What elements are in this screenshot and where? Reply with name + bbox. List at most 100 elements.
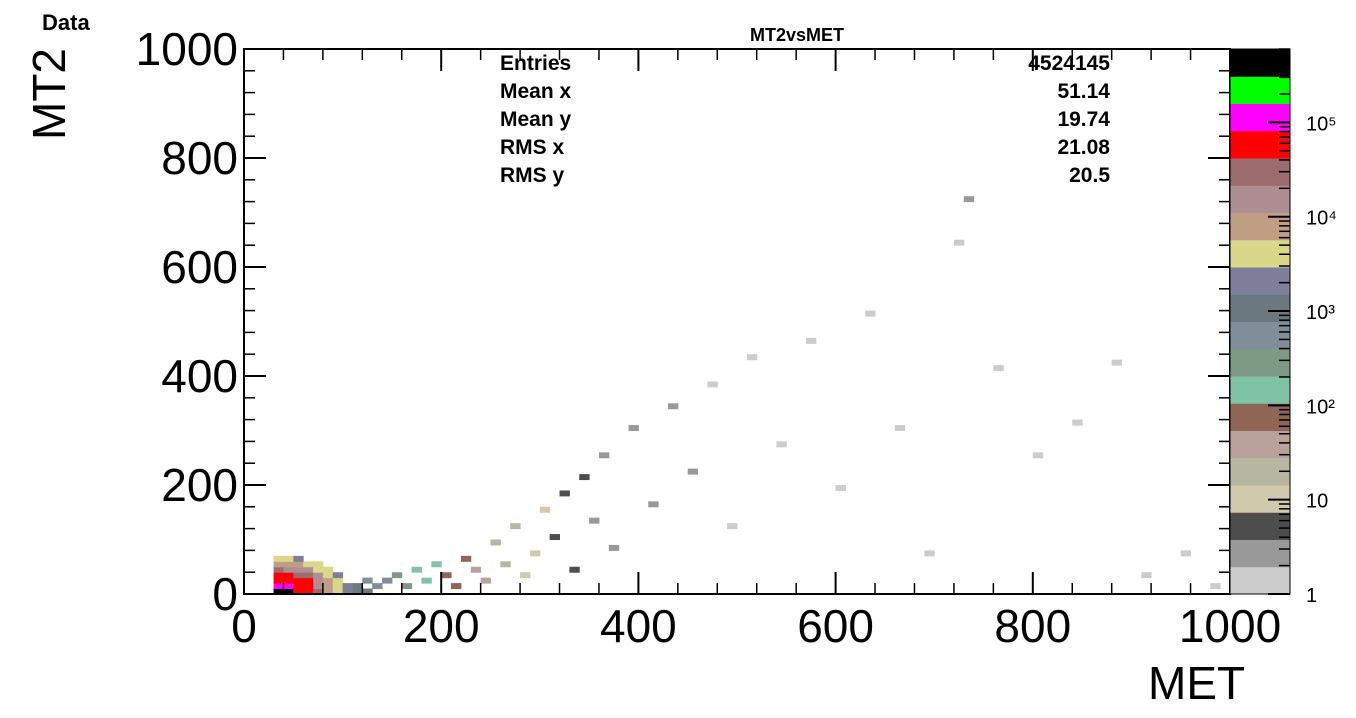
stats-label: Mean y	[500, 108, 572, 131]
palette-swatch	[1230, 76, 1290, 104]
heatmap-bin	[362, 577, 373, 584]
x-tick-label: 1000	[1179, 600, 1281, 652]
heatmap-bin	[806, 337, 817, 344]
heatmap-bin	[648, 501, 659, 508]
heatmap-bin	[313, 566, 324, 573]
palette-swatch	[1230, 539, 1290, 568]
palette-swatch	[1230, 348, 1290, 377]
heatmap-bin	[332, 583, 344, 590]
heatmap-bin	[569, 566, 580, 573]
stats-row-mean-y: Mean y 19.74	[500, 106, 1110, 134]
heatmap-bin	[382, 577, 393, 584]
palette-swatch	[1230, 130, 1290, 159]
heatmap-bin	[589, 517, 600, 524]
y-tick-label: 800	[161, 132, 238, 184]
heatmap-bin	[490, 539, 501, 546]
heatmap-bin	[322, 588, 334, 595]
heatmap-bin	[727, 523, 738, 530]
data-label: Data	[42, 10, 90, 35]
heatmap-bin	[707, 381, 718, 388]
heatmap-bin	[1210, 583, 1221, 590]
heatmap-bin	[1180, 550, 1192, 557]
x-tick-label: 600	[797, 600, 874, 652]
heatmap-bin	[894, 425, 906, 431]
heatmap-bin	[303, 583, 314, 590]
heatmap-bin	[293, 561, 304, 568]
stats-box: MT2vsMET Entries 4524145 Mean x 51.14 Me…	[466, 24, 1128, 196]
z-tick-label: 10	[1306, 491, 1328, 513]
heatmap-bin	[322, 583, 334, 590]
heatmap-bin	[411, 566, 422, 573]
heatmap-bin	[293, 583, 304, 590]
heatmap-bin	[352, 583, 363, 590]
heatmap-bin	[372, 583, 383, 590]
heatmap-bin	[993, 365, 1004, 372]
heatmap-bin	[332, 588, 344, 595]
heatmap-bin	[322, 572, 334, 579]
heatmap-bin	[628, 425, 639, 431]
stats-value: 4524145	[1028, 52, 1110, 75]
heatmap-bin	[865, 310, 876, 317]
palette-swatch	[1230, 512, 1290, 540]
heatmap-bin	[283, 566, 294, 573]
stats-label: Entries	[500, 52, 572, 75]
heatmap-bin	[283, 555, 294, 562]
heatmap-bin	[273, 566, 284, 573]
x-tick-label: 200	[403, 600, 480, 652]
heatmap-bin	[579, 474, 590, 481]
heatmap-bin	[441, 572, 452, 579]
heatmap-bin	[342, 588, 353, 595]
heatmap-bin	[273, 588, 284, 595]
heatmap-bin	[273, 572, 284, 579]
heatmap-bin	[1141, 572, 1152, 579]
heatmap-bin	[746, 354, 758, 361]
heatmap-bin	[667, 403, 679, 410]
heatmap-bin	[313, 561, 324, 568]
heatmap-bin	[924, 550, 935, 557]
heatmap-bin	[963, 196, 975, 203]
palette-swatch	[1230, 430, 1290, 459]
heatmap-bin	[776, 441, 787, 448]
heatmap-bin	[460, 555, 472, 562]
palette-swatch	[1230, 49, 1290, 77]
heatmap-bin	[313, 577, 324, 584]
heatmap-bin	[608, 544, 620, 551]
palette-swatch	[1230, 376, 1290, 404]
heatmap-bin	[539, 506, 551, 513]
palette-swatch	[1230, 294, 1290, 322]
heatmap-bin	[559, 490, 570, 497]
palette-swatch	[1230, 566, 1290, 595]
stats-value: 21.08	[1057, 136, 1110, 159]
stats-label: RMS y	[500, 164, 565, 187]
z-tick-label: 10²	[1306, 396, 1335, 418]
y-tick-label: 200	[161, 459, 238, 511]
heatmap-bin	[322, 577, 334, 584]
heatmap-bin	[293, 588, 304, 595]
heatmap-bin	[431, 561, 442, 568]
heatmap-bin	[332, 572, 344, 579]
heatmap-bin	[273, 555, 284, 562]
heatmap-bin	[283, 588, 294, 595]
x-axis-label: MET	[1148, 657, 1246, 709]
z-tick-label: 1	[1306, 585, 1317, 607]
heatmap-bin	[273, 583, 284, 590]
stats-row-rms-x: RMS x 21.08	[500, 134, 1110, 162]
heatmap-bin	[293, 555, 304, 562]
stats-title: MT2vsMET	[749, 25, 845, 45]
x-tick-label: 0	[231, 600, 257, 652]
heatmap-bin	[470, 566, 482, 573]
y-tick-label: 1000	[136, 23, 238, 75]
x-tick-label: 400	[600, 600, 677, 652]
heatmap-bin	[293, 577, 304, 584]
z-tick-label: 10⁴	[1306, 208, 1337, 230]
z-tick-label: 10⁵	[1306, 113, 1337, 135]
heatmap-bin	[401, 583, 413, 590]
heatmap-bin	[283, 561, 294, 568]
heatmap-bin	[687, 468, 699, 475]
stats-value: 19.74	[1057, 108, 1110, 131]
heatmap-bin	[480, 577, 491, 584]
heatmap-bin	[451, 583, 462, 590]
heatmap-bin	[549, 534, 561, 540]
heatmap-bin	[352, 588, 363, 595]
